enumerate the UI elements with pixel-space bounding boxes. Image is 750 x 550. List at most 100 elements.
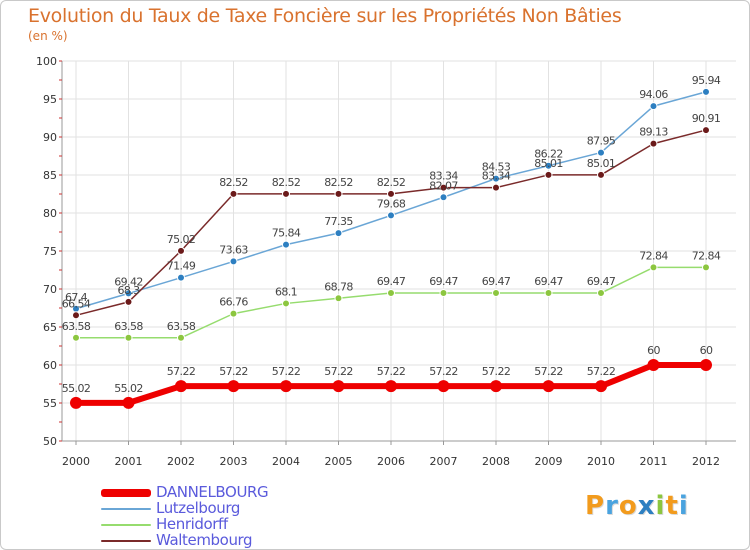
y-tick-label: 50 [43,435,57,448]
y-tick-label: 65 [43,321,57,334]
data-point-dannelbourg [647,359,660,371]
data-point-henridorff [492,289,500,298]
logo-letter: x [637,491,656,521]
logo-letter: o [618,491,638,521]
x-tick-label: 2012 [692,455,720,468]
x-tick-label: 2009 [535,455,563,468]
data-label-waltembourg: 75.02 [167,233,196,246]
legend-swatch-henridorff [101,524,151,526]
data-label-henridorff: 72.84 [692,249,721,262]
data-label-dannelbourg: 57.22 [324,365,353,378]
data-label-lutzelbourg: 71.49 [167,260,196,273]
data-point-henridorff [124,333,133,342]
data-point-lutzelbourg [387,211,395,220]
data-label-dannelbourg: 57.22 [377,365,406,378]
data-label-waltembourg: 83.34 [429,170,458,183]
data-label-dannelbourg: 57.22 [429,365,458,378]
y-tick-label: 80 [43,207,57,220]
data-point-dannelbourg [490,380,502,393]
data-point-waltembourg [229,189,238,198]
data-point-waltembourg [597,170,605,179]
data-label-dannelbourg: 57.22 [587,365,616,378]
data-label-henridorff: 69.47 [587,275,616,288]
data-point-henridorff [334,294,343,303]
data-label-lutzelbourg: 67.4 [65,291,88,304]
x-tick-label: 2010 [587,455,615,468]
data-point-henridorff [649,263,658,272]
x-tick-label: 2011 [640,455,668,468]
data-label-waltembourg: 89.13 [639,126,668,139]
data-label-henridorff: 66.76 [219,296,248,309]
data-label-henridorff: 68.1 [275,285,297,298]
data-point-dannelbourg [700,359,712,371]
data-point-henridorff [544,289,553,298]
data-point-lutzelbourg [702,87,710,96]
y-tick-label: 60 [43,359,57,372]
y-tick-label: 85 [43,169,57,182]
data-label-henridorff: 69.47 [534,275,563,288]
data-point-henridorff [72,333,80,342]
chart-title: Evolution du Taux de Taxe Foncière sur l… [28,5,622,27]
x-tick-label: 2004 [272,455,300,468]
data-point-lutzelbourg [597,148,605,157]
data-point-waltembourg [544,170,553,179]
x-tick-label: 2008 [482,455,510,468]
data-point-henridorff [282,299,290,308]
x-tick-label: 2003 [220,455,248,468]
x-tick-label: 2007 [430,455,458,468]
data-label-dannelbourg: 57.22 [167,365,196,378]
data-label-lutzelbourg: 82.07 [429,179,458,192]
data-point-henridorff [387,289,395,298]
data-label-henridorff: 69.47 [482,275,511,288]
data-point-waltembourg [334,189,343,198]
data-label-waltembourg: 82.52 [272,176,301,189]
data-point-waltembourg [387,189,395,198]
data-point-dannelbourg [542,380,555,393]
data-label-lutzelbourg: 87.95 [587,135,616,148]
data-label-lutzelbourg: 73.63 [219,243,248,256]
legend-label-lutzelbourg: Lutzelbourg [156,499,240,517]
data-label-waltembourg: 82.52 [219,176,248,189]
data-point-lutzelbourg [124,289,133,298]
data-label-henridorff: 63.58 [167,320,196,333]
logo-letter: t [665,491,679,521]
data-label-lutzelbourg: 84.53 [482,161,511,174]
legend-label-waltembourg: Waltembourg [156,531,253,549]
y-tick-label: 90 [43,131,57,144]
data-point-waltembourg [177,246,185,255]
data-point-lutzelbourg [649,102,658,111]
data-label-lutzelbourg: 79.68 [377,197,406,210]
data-label-lutzelbourg: 86.22 [534,148,563,161]
data-point-dannelbourg [332,380,345,393]
data-label-waltembourg: 83.34 [482,170,511,183]
data-label-waltembourg: 85.01 [534,157,563,170]
data-point-waltembourg [282,189,290,198]
legend-label-henridorff: Henridorff [156,515,228,533]
legend-swatch-waltembourg [101,540,151,542]
data-point-lutzelbourg [334,229,343,238]
data-label-dannelbourg: 57.22 [482,365,511,378]
data-point-waltembourg [492,183,500,192]
data-point-lutzelbourg [492,174,500,183]
legend-swatch-dannelbourg [101,489,151,497]
data-point-henridorff [229,309,238,318]
x-tick-label: 2005 [325,455,353,468]
data-point-waltembourg [702,126,710,135]
data-label-henridorff: 69.47 [429,275,458,288]
data-point-dannelbourg [175,380,187,393]
data-point-dannelbourg [122,396,135,409]
logo-letter: i [678,491,689,521]
data-label-henridorff: 69.47 [377,275,406,288]
data-label-waltembourg: 85.01 [587,157,616,170]
data-label-henridorff: 72.84 [639,249,668,262]
data-point-waltembourg [439,183,448,192]
data-label-waltembourg: 66.54 [62,297,91,310]
data-point-waltembourg [649,139,658,148]
data-label-lutzelbourg: 94.06 [639,88,668,101]
legend-label-dannelbourg: DANNELBOURG [156,483,269,501]
data-point-dannelbourg [437,380,450,393]
y-tick-label: 100 [36,55,57,68]
unit-label: (en %) [28,29,68,43]
